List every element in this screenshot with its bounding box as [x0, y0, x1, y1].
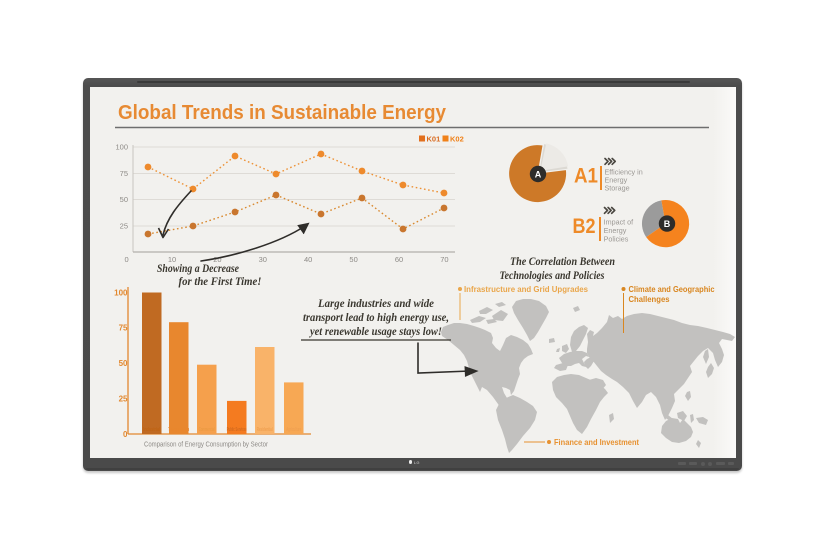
svg-text:100: 100	[115, 143, 128, 152]
svg-text:transport lead to high energy: transport lead to high energy use,	[303, 312, 449, 324]
svg-text:20: 20	[213, 255, 221, 264]
svg-text:Technologies and Policies: Technologies and Policies	[500, 268, 605, 282]
svg-text:Infrastructure and Grid Upgrad: Infrastructure and Grid Upgrades	[464, 284, 588, 294]
svg-text:50: 50	[119, 359, 128, 368]
svg-text:Comparison of Energy Consumpti: Comparison of Energy Consumption by Sect…	[144, 442, 269, 449]
svg-text:Climate and Geographic: Climate and Geographic	[629, 284, 715, 294]
svg-text:Global Trends in Sustainable E: Global Trends in Sustainable Energy	[118, 101, 447, 124]
svg-text:30: 30	[259, 255, 267, 264]
svg-text:25: 25	[120, 222, 128, 231]
svg-text:for the First Time!: for the First Time!	[179, 276, 262, 288]
svg-text:0: 0	[125, 255, 129, 264]
svg-text:Public Services: Public Services	[227, 427, 247, 433]
svg-text:25: 25	[119, 394, 128, 403]
svg-text:50: 50	[120, 195, 128, 204]
svg-text:K01: K01	[427, 135, 441, 144]
svg-text:Showing a Decrease: Showing a Decrease	[157, 263, 239, 275]
svg-text:Commercial: Commercial	[199, 427, 215, 433]
svg-text:Challenges: Challenges	[629, 294, 670, 304]
svg-text:75: 75	[119, 324, 128, 333]
svg-text:Impact of: Impact of	[604, 218, 634, 227]
svg-text:Agriculture: Agriculture	[286, 427, 301, 433]
svg-text:100: 100	[114, 288, 128, 297]
svg-text:Residential: Residential	[257, 427, 273, 433]
svg-text:The Correlation Between: The Correlation Between	[510, 254, 615, 268]
svg-text:yet renewable usage stays low!: yet renewable usage stays low!	[308, 326, 442, 338]
svg-text:40: 40	[304, 255, 312, 264]
svg-text:Energy: Energy	[605, 175, 628, 184]
svg-text:Energy: Energy	[604, 226, 627, 235]
svg-text:75: 75	[120, 169, 128, 178]
svg-text:Large industries and wide: Large industries and wide	[317, 298, 434, 310]
svg-text:Efficiency in: Efficiency in	[605, 168, 643, 177]
svg-text:10: 10	[168, 255, 176, 264]
svg-text:50: 50	[349, 255, 357, 264]
svg-text:A: A	[535, 169, 542, 179]
svg-text:A1: A1	[574, 165, 598, 188]
svg-text:B2: B2	[573, 215, 596, 238]
svg-text:B: B	[664, 219, 671, 229]
svg-text:70: 70	[440, 255, 448, 264]
svg-text:Policies: Policies	[604, 235, 629, 244]
svg-text:Industrial: Industrial	[143, 427, 160, 433]
svg-text:Transportation: Transportation	[168, 427, 189, 433]
svg-text:0: 0	[123, 430, 128, 439]
svg-text:K02: K02	[450, 135, 464, 144]
svg-text:Finance and Investment: Finance and Investment	[554, 437, 639, 447]
svg-text:60: 60	[395, 255, 403, 264]
svg-text:Storage: Storage	[605, 183, 630, 192]
